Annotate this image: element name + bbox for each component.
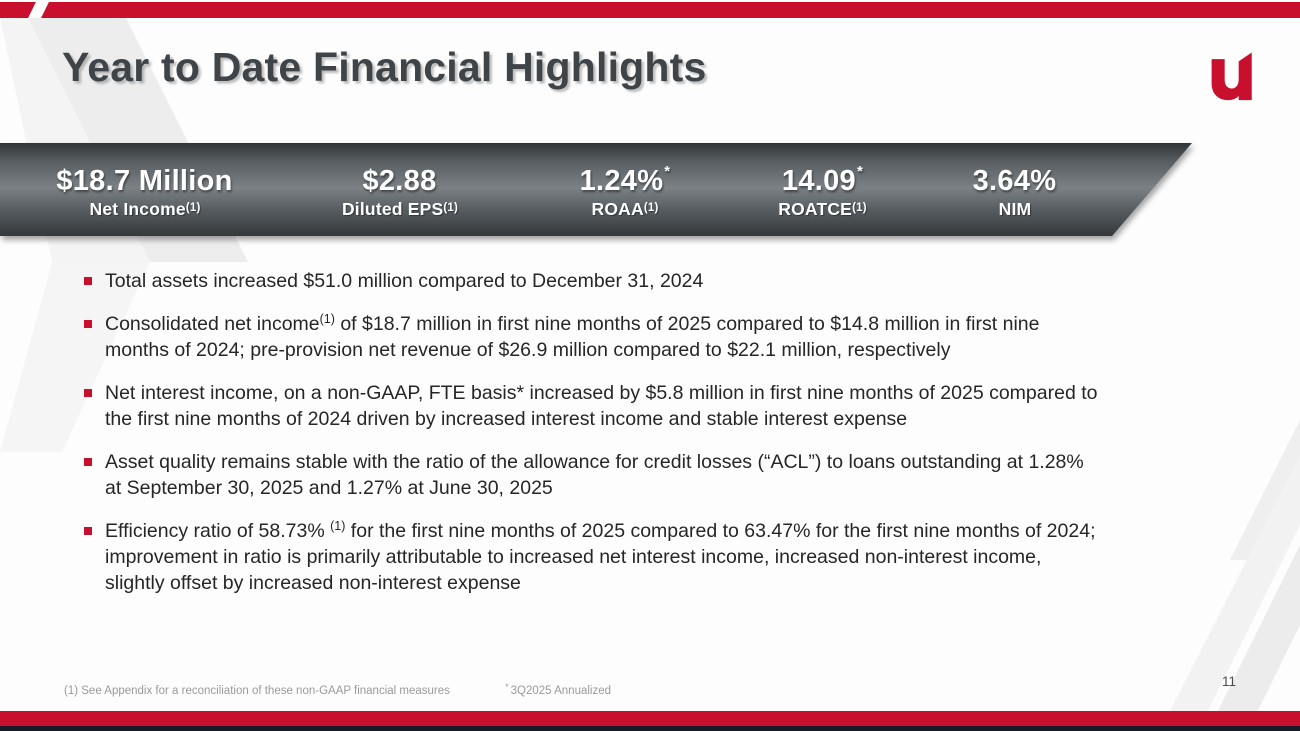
metric-value-text: 3.64%: [972, 165, 1057, 197]
metric-label-sup: (1): [443, 202, 459, 214]
bullet-item: Total assets increased $51.0 million com…: [84, 268, 1102, 294]
metric-value-sup: *: [856, 163, 864, 180]
page-title: Year to Date Financial Highlights: [62, 44, 707, 90]
bullet-text: for the first nine months of 2025 compar…: [105, 520, 1096, 594]
bullet-text: Consolidated net income: [105, 313, 320, 335]
bullet-sup: (1): [330, 519, 346, 533]
metric-value: 1.24%*: [510, 156, 740, 197]
metric-value: $2.88: [290, 156, 510, 197]
metric-label-text: ROAA: [591, 199, 644, 219]
footnote-annualized-text: 3Q2025 Annualized: [510, 685, 612, 697]
metric-value-sup: *: [664, 163, 671, 180]
bullet-item: Consolidated net income(1) of $18.7 mill…: [84, 311, 1102, 363]
footnote-star: *: [505, 682, 509, 692]
bullet-text: Efficiency ratio of 58.73%: [105, 520, 331, 542]
footnotes: (1) See Appendix for a reconciliation of…: [64, 682, 611, 697]
bullet-sup: (1): [319, 312, 335, 326]
top-bar-notch: [28, 2, 49, 18]
bullet-text: Net interest income, on a non-GAAP, FTE …: [105, 382, 1098, 430]
metric-label: ROAA(1): [510, 199, 740, 220]
metric-diluted-eps: $2.88 Diluted EPS(1): [290, 143, 510, 236]
metric-value-text: 1.24%: [579, 165, 664, 197]
metric-value: 14.09*: [740, 156, 905, 197]
metric-label-text: Diluted EPS: [341, 199, 444, 219]
top-accent-bar: [0, 2, 1300, 18]
metric-net-income: $18.7 Million Net Income(1): [0, 143, 290, 236]
bullet-item: Net interest income, on a non-GAAP, FTE …: [84, 380, 1102, 432]
page-number: 11: [1221, 674, 1236, 689]
metric-label-sup: (1): [643, 202, 659, 214]
bottom-dark-bar: [0, 726, 1300, 731]
company-logo-icon: [1206, 46, 1262, 102]
metric-label: Net Income(1): [0, 199, 290, 220]
metric-value-text: $2.88: [362, 165, 437, 197]
metric-label: NIM: [905, 199, 1125, 220]
bottom-accent-bar: [0, 711, 1300, 726]
bullet-text: Asset quality remains stable with the ra…: [105, 451, 1084, 499]
metric-label: ROATCE(1): [740, 199, 905, 220]
bullet-item: Efficiency ratio of 58.73% (1) for the f…: [84, 518, 1102, 596]
metric-roaa: 1.24%* ROAA(1): [510, 143, 740, 236]
metric-nim: 3.64% NIM: [905, 143, 1125, 236]
metric-label-text: ROATCE: [778, 199, 853, 219]
metric-value: 3.64%: [905, 156, 1125, 197]
metric-value-text: $18.7 Million: [56, 165, 233, 197]
metrics-banner-inner: $18.7 Million Net Income(1) $2.88 Dilute…: [0, 143, 1192, 236]
footnote-non-gaap: (1) See Appendix for a reconciliation of…: [64, 685, 450, 697]
u1-logo-glyph: [1211, 52, 1252, 101]
highlights-list: Total assets increased $51.0 million com…: [84, 268, 1102, 613]
bullet-item: Asset quality remains stable with the ra…: [84, 449, 1102, 501]
metric-label-sup: (1): [185, 202, 201, 214]
metric-label-text: NIM: [998, 199, 1032, 219]
metric-label-text: Net Income: [89, 199, 186, 219]
bullet-text: Total assets increased $51.0 million com…: [105, 270, 704, 292]
metric-roatce: 14.09* ROATCE(1): [740, 143, 905, 236]
bullet-text: of $18.7 million in first nine months of…: [105, 313, 1040, 361]
metric-label-sup: (1): [852, 202, 867, 214]
metrics-banner: $18.7 Million Net Income(1) $2.88 Dilute…: [0, 143, 1192, 236]
metric-value: $18.7 Million: [0, 156, 290, 197]
metric-value-text: 14.09: [781, 165, 856, 197]
metric-label: Diluted EPS(1): [290, 199, 510, 220]
footnote-annualized: * 3Q2025 Annualized: [505, 682, 612, 697]
